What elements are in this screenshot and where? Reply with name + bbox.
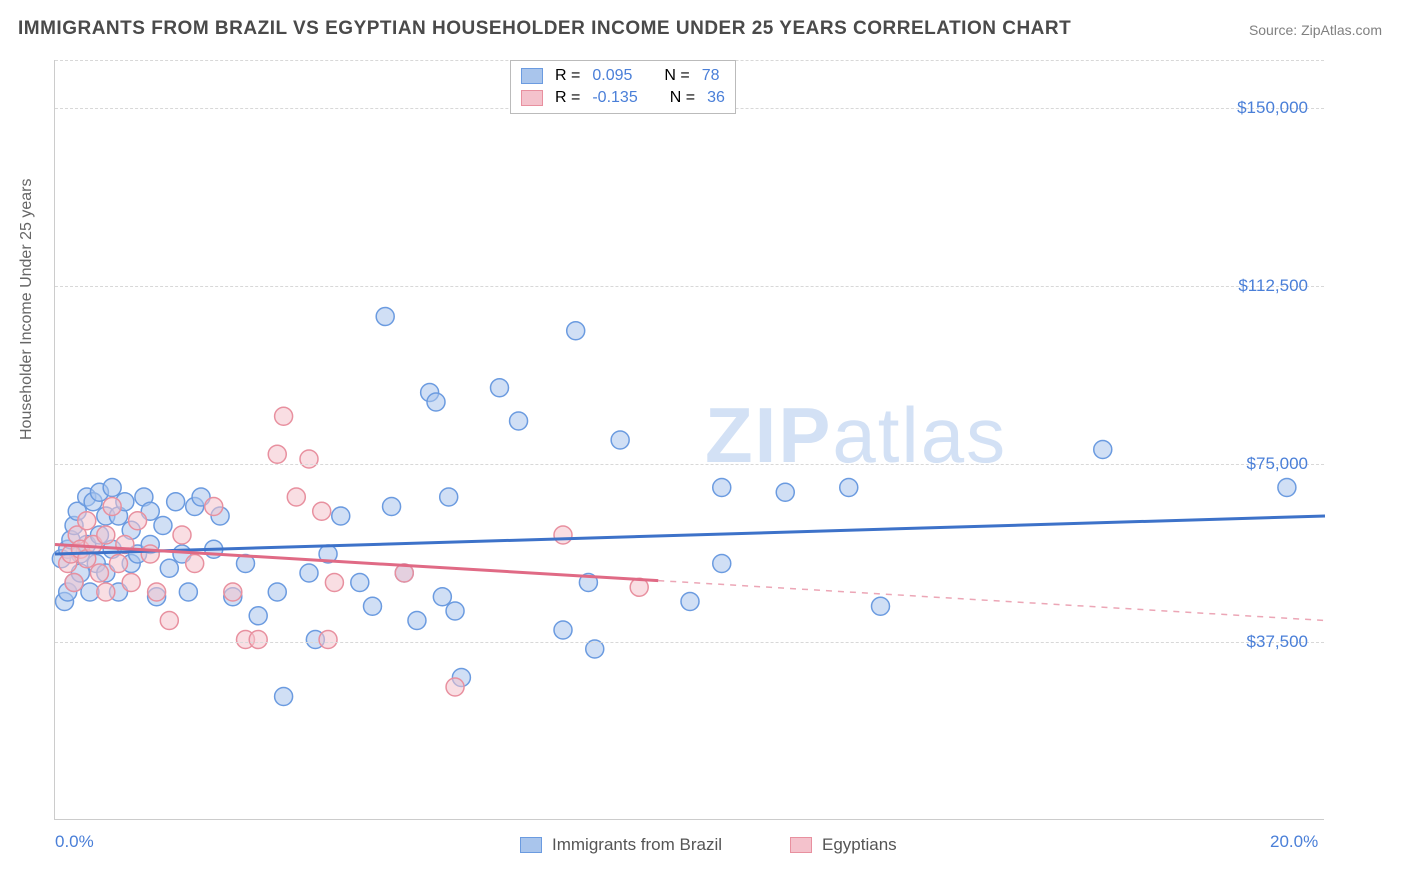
data-point [364, 597, 382, 615]
data-point [440, 488, 458, 506]
series-name-0: Immigrants from Brazil [552, 835, 722, 855]
gridline [55, 642, 1324, 643]
data-point [103, 498, 121, 516]
data-point [110, 555, 128, 573]
data-point [160, 612, 178, 630]
data-point [325, 574, 343, 592]
y-axis-label: Householder Income Under 25 years [18, 179, 36, 440]
data-point [78, 512, 96, 530]
data-point [383, 498, 401, 516]
data-point [300, 450, 318, 468]
data-point [351, 574, 369, 592]
data-point [268, 445, 286, 463]
data-point [154, 517, 172, 535]
data-point [249, 631, 267, 649]
gridline [55, 286, 1324, 287]
swatch-series-1 [521, 90, 543, 106]
data-point [287, 488, 305, 506]
plot-area: ZIPatlas $37,500$75,000$112,500$150,0000… [54, 60, 1324, 820]
legend-bottom-1: Egyptians [790, 835, 897, 855]
data-point [141, 545, 159, 563]
legend-bottom-0: Immigrants from Brazil [520, 835, 722, 855]
data-point [129, 512, 147, 530]
series-name-1: Egyptians [822, 835, 897, 855]
data-point [713, 479, 731, 497]
trend-line [55, 516, 1325, 554]
n-value-0: 78 [702, 67, 720, 85]
data-point [97, 583, 115, 601]
swatch-series-0 [521, 68, 543, 84]
data-point [1278, 479, 1296, 497]
data-point [681, 593, 699, 611]
n-value-1: 36 [707, 89, 725, 107]
chart-title: IMMIGRANTS FROM BRAZIL VS EGYPTIAN HOUSE… [18, 18, 1071, 40]
data-point [332, 507, 350, 525]
r-label: R = [555, 67, 580, 85]
chart-svg [55, 60, 1324, 819]
r-value-0: 0.095 [592, 67, 632, 85]
data-point [567, 322, 585, 340]
ytick-label: $150,000 [1237, 98, 1308, 118]
ytick-label: $75,000 [1247, 454, 1308, 474]
data-point [179, 583, 197, 601]
data-point [446, 602, 464, 620]
data-point [433, 588, 451, 606]
data-point [491, 379, 509, 397]
data-point [148, 583, 166, 601]
data-point [224, 583, 242, 601]
data-point [554, 526, 572, 544]
data-point [122, 574, 140, 592]
data-point [427, 393, 445, 411]
source-label: Source: ZipAtlas.com [1249, 22, 1382, 38]
ytick-label: $37,500 [1247, 632, 1308, 652]
data-point [554, 621, 572, 639]
data-point [319, 631, 337, 649]
swatch-bottom-0 [520, 837, 542, 853]
n-label: N = [664, 67, 689, 85]
data-point [313, 502, 331, 520]
legend-row-0: R = 0.095 N = 78 [521, 65, 725, 87]
data-point [408, 612, 426, 630]
data-point [103, 479, 121, 497]
data-point [510, 412, 528, 430]
data-point [173, 526, 191, 544]
data-point [1094, 441, 1112, 459]
legend-row-1: R = -0.135 N = 36 [521, 87, 725, 109]
data-point [275, 407, 293, 425]
xtick-label: 20.0% [1270, 832, 1318, 852]
legend-stats-box: R = 0.095 N = 78 R = -0.135 N = 36 [510, 60, 736, 114]
data-point [268, 583, 286, 601]
data-point [186, 555, 204, 573]
data-point [167, 493, 185, 511]
data-point [611, 431, 629, 449]
data-point [713, 555, 731, 573]
swatch-bottom-1 [790, 837, 812, 853]
data-point [160, 559, 178, 577]
data-point [840, 479, 858, 497]
r-label: R = [555, 89, 580, 107]
data-point [275, 688, 293, 706]
data-point [249, 607, 267, 625]
data-point [376, 308, 394, 326]
data-point [776, 483, 794, 501]
trend-line-extrapolated [658, 581, 1325, 621]
data-point [300, 564, 318, 582]
gridline [55, 464, 1324, 465]
xtick-label: 0.0% [55, 832, 94, 852]
data-point [90, 564, 108, 582]
data-point [872, 597, 890, 615]
n-label: N = [670, 89, 695, 107]
data-point [65, 574, 83, 592]
data-point [97, 526, 115, 544]
r-value-1: -0.135 [592, 89, 637, 107]
data-point [205, 498, 223, 516]
data-point [446, 678, 464, 696]
ytick-label: $112,500 [1238, 276, 1308, 296]
